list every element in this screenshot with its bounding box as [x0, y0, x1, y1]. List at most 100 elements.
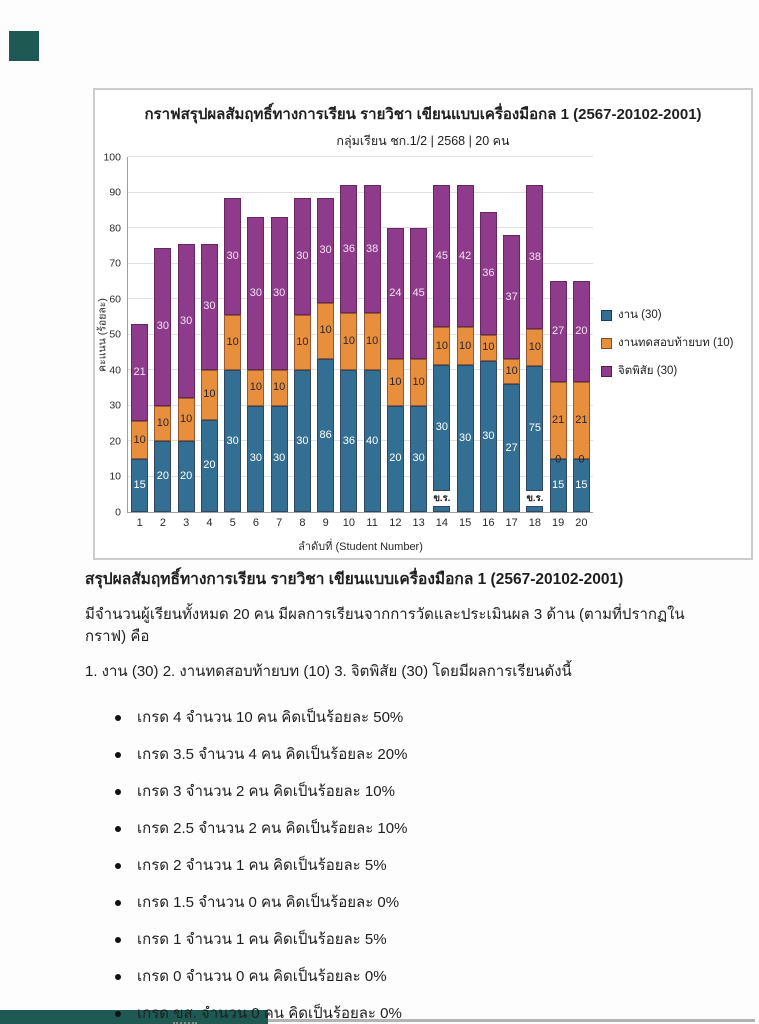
bar-segment: 40	[363, 370, 381, 512]
segment-value-label: 30	[296, 249, 309, 262]
segment-value-label: 10	[226, 335, 239, 348]
segment-value-label: 20	[156, 470, 169, 482]
x-tick-label: 1	[136, 517, 143, 529]
legend-swatch	[601, 365, 612, 377]
x-tick-label: 10	[342, 517, 355, 529]
bullet-marker	[115, 826, 121, 832]
x-tick-label: 13	[412, 517, 425, 529]
segment-value-label: 30	[272, 452, 286, 465]
bar-slot: 20 10 30 4	[198, 157, 221, 529]
x-tick-label: 4	[206, 517, 213, 529]
segment-value-label: 37	[505, 290, 518, 303]
legend-item: งาน (30)	[601, 306, 734, 324]
segment-value-label: 21	[551, 414, 565, 427]
segment-value-label: 10	[458, 339, 472, 352]
segment-value-label: 27	[551, 325, 565, 338]
bar-segment: 42	[456, 185, 474, 328]
segment-value-label: 36	[342, 242, 355, 255]
bar-segment: 30	[293, 370, 311, 512]
bar-segment: 10	[154, 405, 172, 441]
bullet-text: เกรด 4 จำนวน 10 คน คิดเป็นร้อยละ 50%	[137, 709, 404, 726]
bar-segment: 10	[340, 313, 358, 370]
segment-value-label: 36	[482, 266, 495, 279]
bar-segment-stub	[526, 505, 544, 512]
y-tick-label: 60	[109, 292, 121, 305]
bullet-text: เกรด ขส. จำนวน 0 คน คิดเป็นร้อยละ 0%	[137, 1005, 402, 1024]
bar-segment: 10	[293, 314, 311, 370]
bar-slot: 30 10 30 6	[244, 157, 267, 529]
segment-value-label: 30	[226, 434, 239, 447]
x-axis-label: ลำดับที่ (Student Number)	[298, 541, 423, 553]
x-tick-label: 14	[435, 517, 448, 529]
bar-segment: 30	[456, 364, 474, 512]
x-tick-label: 5	[229, 517, 236, 529]
bar-segment: 10	[433, 327, 451, 365]
bar-slot: 30 10 45 13	[407, 157, 430, 529]
plot-area: คะแนน (ร้อยละ) ลำดับที่ (Student Number)…	[97, 152, 593, 553]
bar-slot: 86 10 30 9	[314, 157, 337, 529]
x-tick-label: 20	[575, 517, 588, 529]
gridline	[128, 191, 593, 193]
bar-segment: 10	[247, 370, 265, 406]
bar-slot: 20 10 30 3	[175, 157, 198, 529]
bullet-marker	[115, 789, 121, 795]
bar-segment: 45	[410, 228, 428, 360]
bar-segment: 30	[177, 243, 195, 399]
y-tick-label: 100	[103, 150, 121, 163]
grade-distribution-list: เกรด 4 จำนวน 10 คน คิดเป็นร้อยละ 50% เกรด…	[85, 707, 695, 1024]
bar-slot: ข.ร. 30 10 45 14	[430, 157, 453, 529]
bar-slot: 20 10 30 2	[151, 157, 174, 529]
segment-value-label: 10	[342, 335, 355, 348]
bar-segment: 10	[224, 314, 242, 370]
bar-segment: 10	[386, 359, 404, 406]
x-tick-label: 16	[482, 517, 495, 529]
bullet-marker	[115, 974, 121, 980]
grade-list-item: เกรด 0 จำนวน 0 คน คิดเป็นร้อยละ 0%	[115, 966, 695, 988]
bullet-text: เกรด 2 จำนวน 1 คน คิดเป็นร้อยละ 5%	[137, 857, 387, 874]
segment-value-label: 20	[203, 459, 216, 472]
bar-segment: 75	[526, 366, 544, 491]
bar-segment: 30	[293, 197, 311, 315]
x-tick-label: 8	[299, 517, 306, 529]
misspelled-word: ขส.	[173, 1005, 197, 1024]
bar-segment: 10	[270, 370, 288, 406]
bullet-text: เกรด 1 จำนวน 1 คน คิดเป็นร้อยละ 5%	[137, 931, 387, 948]
bar-slot: 27 10 37 17	[500, 157, 523, 529]
bullet-text: เกรด 2.5 จำนวน 2 คน คิดเป็นร้อยละ 10%	[137, 820, 408, 837]
segment-value-label: 30	[319, 243, 332, 256]
y-tick-label: 20	[109, 434, 121, 447]
segment-value-label: 30	[412, 452, 425, 465]
bar-segment: 30	[200, 243, 218, 370]
segment-value-label: 20	[179, 470, 193, 482]
bar-segment: 30	[247, 405, 265, 512]
y-tick-label: 70	[109, 257, 121, 270]
bullet-marker	[115, 900, 121, 906]
y-tick-label: 10	[109, 470, 121, 483]
y-tick-label: 80	[109, 221, 121, 234]
x-tick-label: 18	[528, 517, 541, 529]
legend-swatch	[601, 309, 612, 321]
grade-list-item: เกรด 2 จำนวน 1 คน คิดเป็นร้อยละ 5%	[115, 855, 695, 877]
bar-segment: 24	[386, 228, 404, 360]
gridline	[128, 262, 593, 264]
bar-segment: 10	[410, 359, 428, 406]
gridline	[128, 475, 593, 477]
bar-segment: 20	[177, 441, 195, 512]
legend-item: จิตพิสัย (30)	[601, 362, 734, 380]
bullet-marker	[115, 752, 121, 758]
zero-value-label: 0	[555, 453, 562, 466]
bar-segment: 27	[503, 384, 521, 512]
x-tick-label: 15	[459, 517, 472, 529]
segment-value-label: 20	[389, 452, 402, 465]
x-tick-label: 19	[552, 517, 565, 529]
segment-value-label: 40	[365, 434, 379, 447]
x-tick-label: 12	[389, 517, 402, 529]
segment-value-label: 10	[133, 433, 146, 446]
bar-segment: 10	[200, 370, 218, 420]
segment-value-label: 30	[249, 452, 262, 465]
bar-segment: 10	[479, 334, 497, 362]
bullet-text: เกรด 3 จำนวน 2 คน คิดเป็นร้อยละ 10%	[137, 783, 395, 800]
bar-slot: 40 10 38 11	[361, 157, 384, 529]
segment-value-label: 10	[528, 341, 541, 354]
bar-slot: 30 10 30 5	[221, 157, 244, 529]
